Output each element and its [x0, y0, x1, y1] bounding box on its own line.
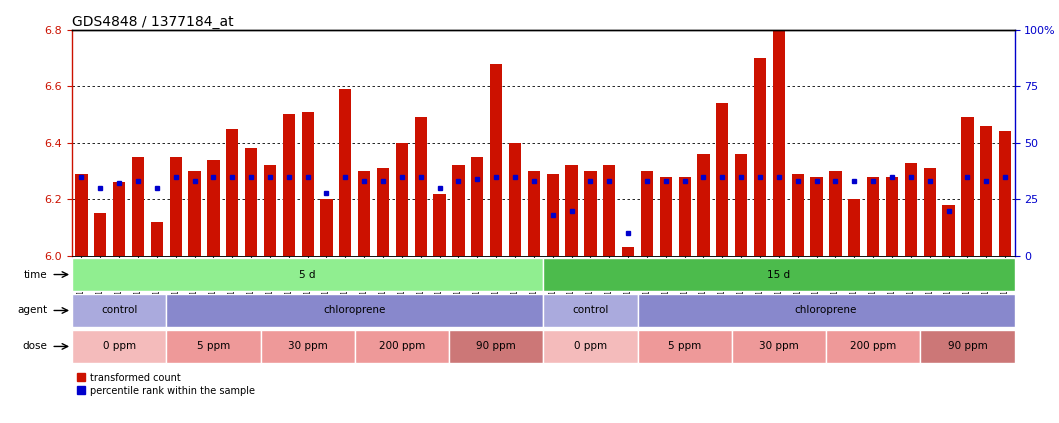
Bar — [848, 199, 860, 256]
Bar — [189, 171, 200, 256]
Bar — [660, 177, 671, 256]
Bar — [415, 117, 427, 256]
Bar — [566, 165, 577, 256]
Bar — [923, 168, 936, 256]
Bar — [585, 171, 596, 256]
Bar — [546, 174, 559, 256]
Bar — [283, 115, 294, 256]
Bar — [509, 143, 521, 256]
Bar — [245, 148, 257, 256]
Bar — [638, 330, 732, 363]
Text: 15 d: 15 d — [768, 269, 790, 280]
Bar — [543, 258, 1015, 291]
Text: 200 ppm: 200 ppm — [379, 341, 425, 352]
Bar — [792, 174, 804, 256]
Text: 5 ppm: 5 ppm — [668, 341, 701, 352]
Bar — [904, 162, 917, 256]
Bar — [981, 126, 992, 256]
Bar — [227, 129, 238, 256]
Bar — [377, 168, 389, 256]
Bar — [166, 330, 261, 363]
Text: 0 ppm: 0 ppm — [103, 341, 136, 352]
Text: 5 ppm: 5 ppm — [197, 341, 230, 352]
Text: chloroprene: chloroprene — [324, 305, 385, 316]
Bar — [543, 294, 638, 327]
Bar — [829, 171, 842, 256]
Bar — [208, 160, 219, 256]
Bar — [321, 199, 333, 256]
Legend: transformed count, percentile rank within the sample: transformed count, percentile rank withi… — [77, 373, 254, 396]
Text: 5 d: 5 d — [300, 269, 316, 280]
Bar — [452, 165, 465, 256]
Bar — [999, 132, 1011, 256]
Bar — [543, 330, 638, 363]
Text: 30 ppm: 30 ppm — [759, 341, 798, 352]
Bar — [166, 294, 543, 327]
Bar — [358, 171, 371, 256]
Bar — [638, 294, 1015, 327]
Bar — [732, 330, 826, 363]
Bar — [72, 258, 543, 291]
Text: 90 ppm: 90 ppm — [948, 341, 987, 352]
Bar — [72, 294, 166, 327]
Bar — [132, 157, 144, 256]
Bar — [622, 247, 634, 256]
Bar — [449, 330, 543, 363]
Bar — [490, 63, 502, 256]
Bar — [920, 330, 1015, 363]
Text: GDS4848 / 1377184_at: GDS4848 / 1377184_at — [72, 14, 234, 29]
Bar — [339, 89, 352, 256]
Bar — [716, 103, 729, 256]
Bar — [433, 194, 446, 256]
Text: 30 ppm: 30 ppm — [288, 341, 327, 352]
Bar — [75, 174, 88, 256]
Text: 90 ppm: 90 ppm — [477, 341, 516, 352]
Bar — [355, 330, 449, 363]
Bar — [641, 171, 653, 256]
Bar — [94, 214, 106, 256]
Bar — [302, 112, 313, 256]
Text: time: time — [24, 269, 48, 280]
Bar — [735, 154, 748, 256]
Bar — [604, 165, 615, 256]
Bar — [698, 154, 710, 256]
Bar — [826, 330, 920, 363]
Text: agent: agent — [17, 305, 48, 316]
Bar — [527, 171, 540, 256]
Bar — [169, 157, 182, 256]
Text: dose: dose — [22, 341, 48, 352]
Bar — [810, 177, 823, 256]
Bar — [886, 177, 898, 256]
Bar — [471, 157, 483, 256]
Text: 200 ppm: 200 ppm — [850, 341, 896, 352]
Bar — [773, 30, 785, 256]
Text: control: control — [101, 305, 138, 316]
Text: control: control — [572, 305, 609, 316]
Text: 0 ppm: 0 ppm — [574, 341, 607, 352]
Bar — [962, 117, 973, 256]
Bar — [113, 182, 125, 256]
Bar — [867, 177, 879, 256]
Bar — [679, 177, 690, 256]
Bar — [943, 205, 954, 256]
Bar — [261, 330, 355, 363]
Bar — [72, 330, 166, 363]
Text: chloroprene: chloroprene — [795, 305, 857, 316]
Bar — [150, 222, 163, 256]
Bar — [396, 143, 408, 256]
Bar — [754, 58, 766, 256]
Bar — [264, 165, 276, 256]
